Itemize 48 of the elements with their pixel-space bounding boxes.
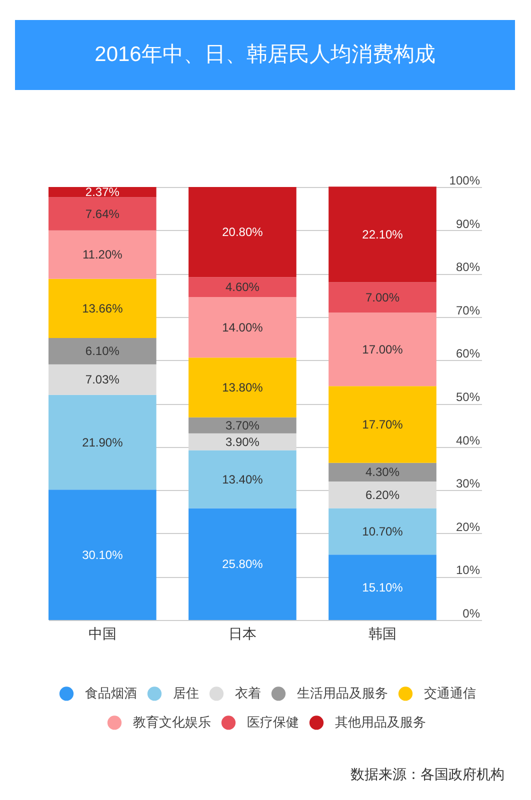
data-label: 4.60% bbox=[225, 280, 260, 294]
data-label: 2.37% bbox=[85, 185, 120, 200]
data-label: 17.70% bbox=[362, 418, 404, 432]
legend-label: 衣着 bbox=[235, 686, 261, 701]
data-label: 4.30% bbox=[365, 465, 400, 480]
data-label: 6.20% bbox=[365, 488, 400, 502]
data-label: 22.10% bbox=[362, 227, 404, 242]
data-label: 6.10% bbox=[85, 344, 120, 358]
data-label: 7.64% bbox=[85, 206, 120, 221]
data-label: 15.10% bbox=[362, 580, 404, 594]
y-tick-label: 60% bbox=[456, 346, 480, 361]
y-tick-label: 0% bbox=[462, 606, 480, 620]
chart-title: 2016年中、日、韩居民人均消费构成 bbox=[94, 43, 436, 66]
data-label: 3.70% bbox=[225, 418, 260, 432]
legend-label: 其他用品及服务 bbox=[335, 714, 426, 730]
data-label: 13.80% bbox=[222, 380, 264, 394]
y-tick-label: 70% bbox=[456, 303, 480, 318]
y-tick-label: 20% bbox=[456, 520, 480, 534]
data-label: 3.90% bbox=[225, 434, 260, 449]
legend-label: 居住 bbox=[173, 686, 199, 701]
source-note: 数据来源：各国政府机构 bbox=[350, 766, 504, 782]
y-tick-label: 80% bbox=[456, 260, 480, 274]
legend-label: 交通通信 bbox=[424, 686, 476, 701]
data-label: 30.10% bbox=[82, 548, 124, 562]
x-tick-label: 日本 bbox=[228, 626, 256, 642]
x-tick-label: 韩国 bbox=[368, 626, 396, 642]
y-tick-label: 40% bbox=[456, 433, 480, 448]
data-label: 7.03% bbox=[85, 372, 120, 387]
data-label: 25.80% bbox=[222, 557, 264, 572]
y-tick-label: 90% bbox=[456, 216, 480, 231]
y-tick-label: 50% bbox=[456, 390, 480, 404]
data-label: 13.66% bbox=[82, 301, 124, 316]
data-label: 11.20% bbox=[82, 248, 123, 262]
data-label: 21.90% bbox=[82, 435, 124, 450]
data-label: 7.00% bbox=[365, 290, 400, 304]
legend-label: 教育文化娱乐 bbox=[133, 714, 211, 730]
legend-label: 医疗保健 bbox=[247, 714, 299, 730]
data-label: 10.70% bbox=[362, 524, 404, 538]
legend-label: 生活用品及服务 bbox=[297, 686, 388, 701]
data-label: 17.00% bbox=[362, 342, 404, 356]
data-label: 20.80% bbox=[222, 225, 264, 240]
y-tick-label: 30% bbox=[456, 476, 480, 491]
data-label: 14.00% bbox=[222, 320, 264, 334]
legend-label: 食品烟酒 bbox=[85, 686, 137, 701]
y-tick-label: 100% bbox=[449, 174, 480, 188]
x-tick-label: 中国 bbox=[88, 626, 116, 642]
y-tick-label: 10% bbox=[456, 563, 480, 578]
data-label: 13.40% bbox=[222, 472, 264, 486]
